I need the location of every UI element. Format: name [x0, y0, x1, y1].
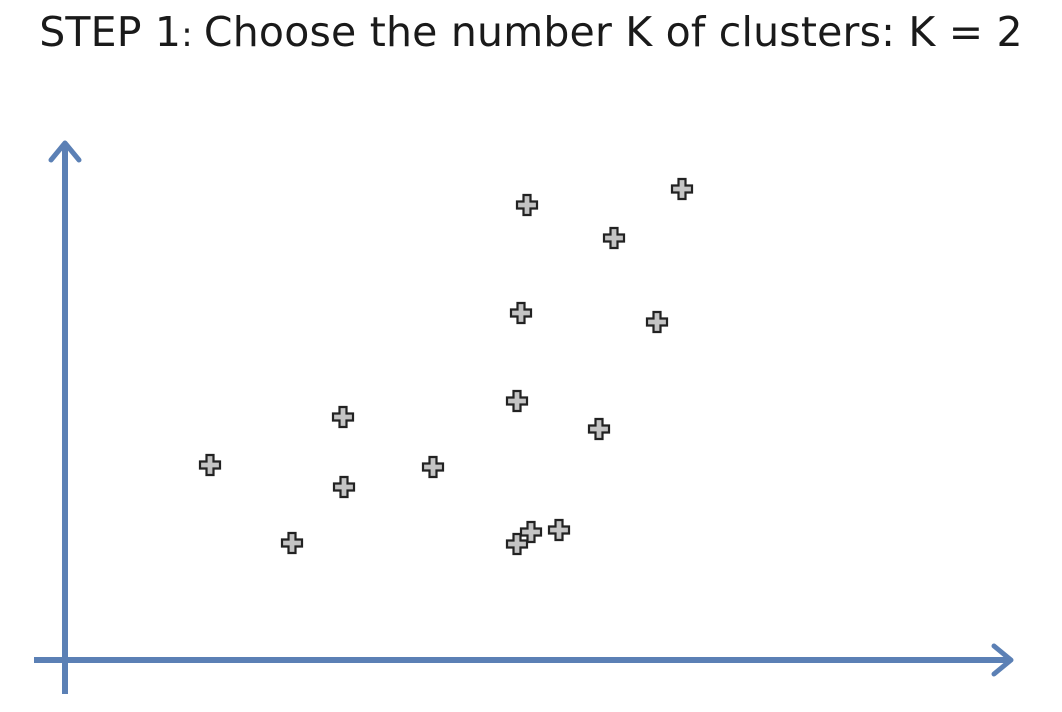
slide-title: STEP 1: Choose the number K of clusters:…: [0, 8, 1062, 56]
data-point-plus-icon: [198, 453, 222, 477]
data-point-plus-icon: [519, 520, 543, 544]
title-separator: :: [181, 15, 204, 55]
data-point-plus-icon: [670, 177, 694, 201]
data-points: [198, 177, 694, 556]
data-point-plus-icon: [505, 389, 529, 413]
step-label: STEP 1: [39, 8, 182, 56]
data-point-plus-icon: [332, 475, 356, 499]
x-axis: [34, 643, 1014, 677]
data-point-plus-icon: [509, 301, 533, 325]
data-point-plus-icon: [645, 310, 669, 334]
data-point-plus-icon: [280, 531, 304, 555]
y-axis: [48, 140, 82, 694]
data-point-plus-icon: [505, 532, 529, 556]
data-point-plus-icon: [515, 193, 539, 217]
data-point-plus-icon: [331, 405, 355, 429]
data-point-plus-icon: [587, 417, 611, 441]
data-point-plus-icon: [602, 226, 626, 250]
step-description: Choose the number K of clusters: K = 2: [203, 8, 1023, 56]
x-axis-arrowhead: [991, 643, 1014, 677]
data-point-plus-icon: [421, 455, 445, 479]
y-axis-arrowhead: [48, 140, 82, 163]
data-point-plus-icon: [547, 518, 571, 542]
